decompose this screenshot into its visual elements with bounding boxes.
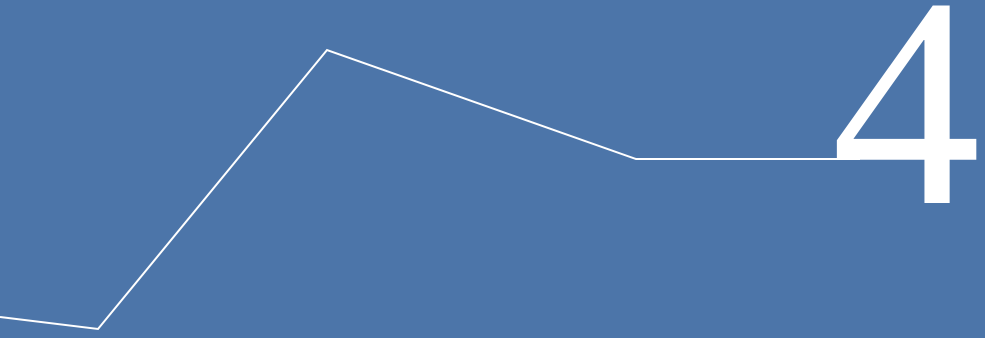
step-number: 4	[831, 0, 981, 268]
trend-line	[0, 48, 860, 331]
